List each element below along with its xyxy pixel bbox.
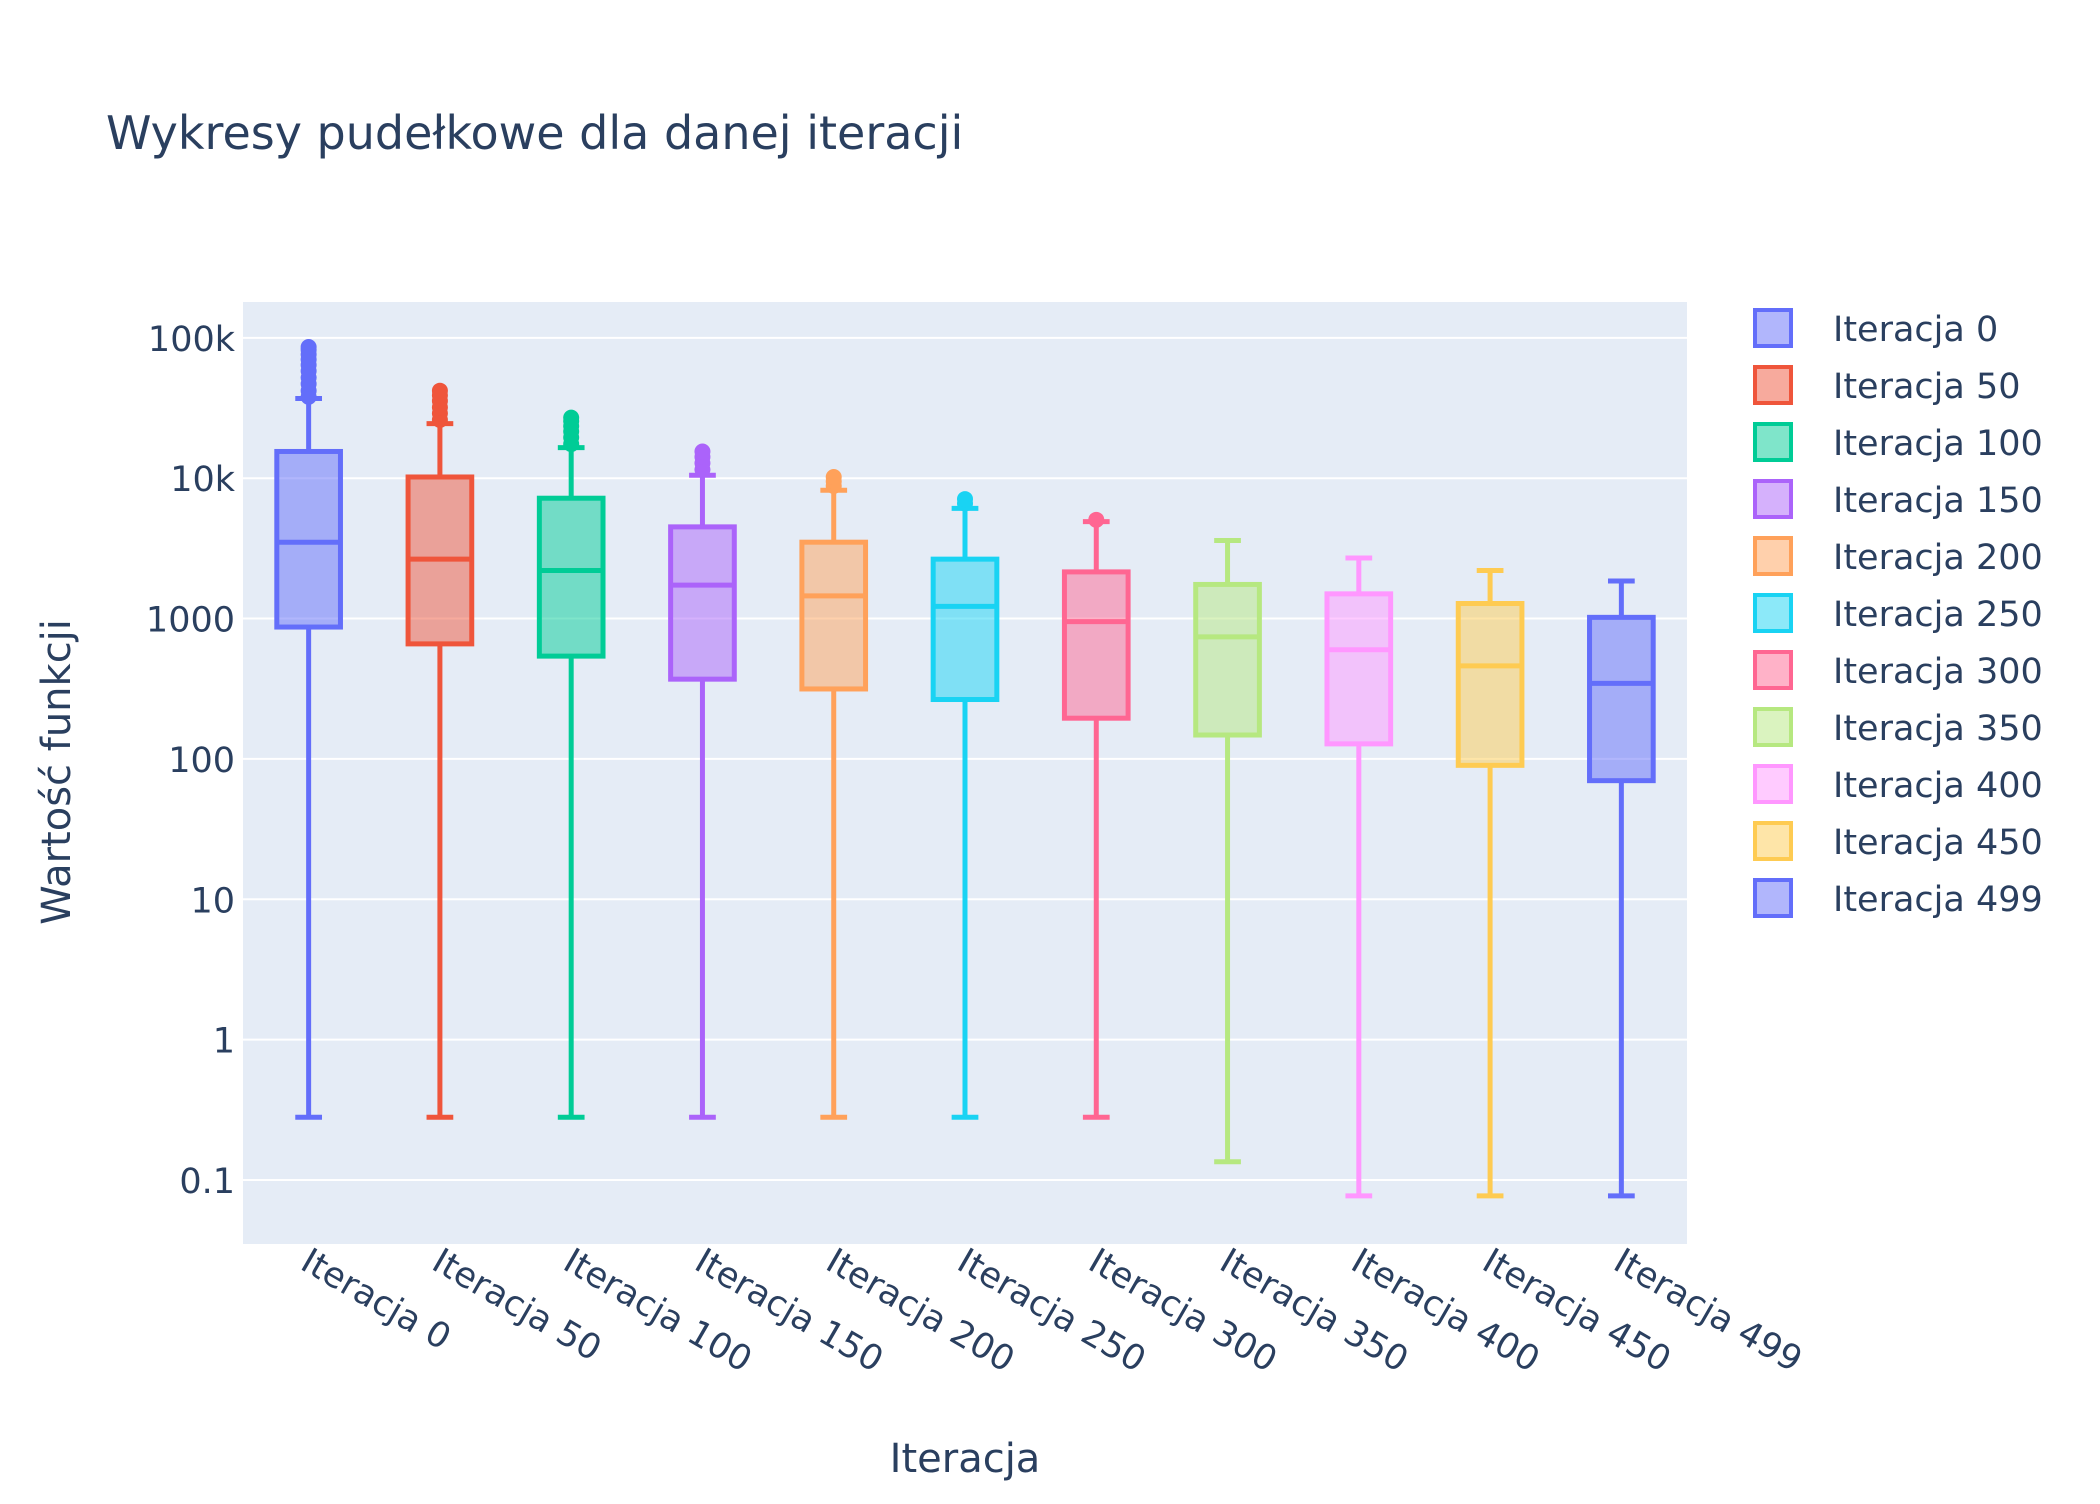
legend-swatch: [1753, 365, 1793, 405]
legend-item: Iteracja 300: [1753, 650, 2043, 692]
legend-swatch: [1753, 821, 1793, 861]
legend: Iteracja 0 Iteracja 50 Iteracja 100 Iteracj…: [1753, 308, 2043, 920]
iqr-box: [1455, 601, 1525, 768]
iqr-box: [274, 448, 343, 630]
y-tick-label: 1: [213, 1022, 235, 1062]
y-axis-label: Wartość funkcji: [34, 619, 80, 925]
iqr-box: [1587, 614, 1656, 784]
legend-label: Iteracja 450: [1833, 823, 2043, 863]
legend-label: Iteracja 499: [1833, 880, 2043, 920]
y-tick-label: 100: [168, 741, 235, 781]
legend-swatch: [1753, 308, 1793, 348]
legend-label: Iteracja 400: [1833, 766, 2043, 806]
outlier-point: [1088, 511, 1105, 528]
box-series: [930, 491, 1000, 1120]
outlier-point: [563, 409, 580, 426]
legend-label: Iteracja 350: [1833, 709, 2043, 749]
x-axis-label: Iteracja: [890, 1436, 1041, 1482]
legend-item: Iteracja 50: [1753, 365, 2021, 407]
legend-swatch: [1753, 536, 1793, 576]
iqr-box: [1324, 591, 1394, 747]
legend-item: Iteracja 350: [1753, 707, 2043, 749]
box-series: [274, 339, 343, 1120]
outlier-point: [431, 382, 448, 399]
iqr-box: [536, 495, 606, 659]
outlier-point: [300, 339, 317, 356]
legend-swatch: [1753, 650, 1793, 690]
box-series: [1061, 511, 1131, 1120]
legend-swatch: [1753, 593, 1793, 633]
legend-label: Iteracja 300: [1833, 652, 2043, 692]
iqr-box: [1061, 569, 1131, 721]
legend-label: Iteracja 250: [1833, 595, 2043, 635]
legend-label: Iteracja 0: [1833, 310, 1998, 350]
box-series: [405, 382, 475, 1120]
legend-label: Iteracja 150: [1833, 481, 2043, 521]
legend-label: Iteracja 50: [1833, 367, 2021, 407]
y-tick-label: 10k: [170, 460, 236, 500]
iqr-box: [1193, 581, 1262, 738]
legend-swatch: [1753, 707, 1793, 747]
legend-item: Iteracja 0: [1753, 308, 1998, 350]
legend-swatch: [1753, 479, 1793, 519]
legend-item: Iteracja 450: [1753, 821, 2043, 863]
legend-item: Iteracja 499: [1753, 878, 2043, 920]
box-series: [1193, 537, 1262, 1165]
legend-item: Iteracja 100: [1753, 422, 2043, 464]
legend-item: Iteracja 250: [1753, 593, 2043, 635]
box-series: [1455, 567, 1525, 1199]
legend-label: Iteracja 200: [1833, 538, 2043, 578]
box-series: [536, 409, 606, 1120]
legend-label: Iteracja 100: [1833, 424, 2043, 464]
y-tick-label: 0.1: [179, 1162, 235, 1202]
box-series: [1324, 555, 1394, 1199]
legend-item: Iteracja 150: [1753, 479, 2043, 521]
iqr-box: [668, 524, 737, 682]
outlier-point: [825, 468, 842, 485]
legend-swatch: [1753, 422, 1793, 462]
outlier-point: [694, 443, 711, 460]
box-series: [1587, 578, 1656, 1199]
chart-title: Wykresy pudełkowe dla danej iteracji: [106, 106, 963, 160]
legend-swatch: [1753, 764, 1793, 804]
outlier-point: [957, 491, 973, 508]
y-axis-ticks: 0.1 1 10 100 1000 10k 100k: [146, 320, 236, 1202]
legend-swatch: [1753, 878, 1793, 918]
legend-item: Iteracja 200: [1753, 536, 2043, 578]
legend-item: Iteracja 400: [1753, 764, 2043, 806]
y-tick-label: 100k: [148, 320, 236, 360]
box-series: [799, 468, 869, 1120]
boxes: [274, 339, 1656, 1199]
y-tick-label: 10: [190, 881, 235, 921]
iqr-box: [930, 556, 1000, 703]
iqr-box: [799, 539, 869, 692]
y-tick-label: 1000: [146, 601, 235, 641]
box-series: [668, 443, 737, 1120]
